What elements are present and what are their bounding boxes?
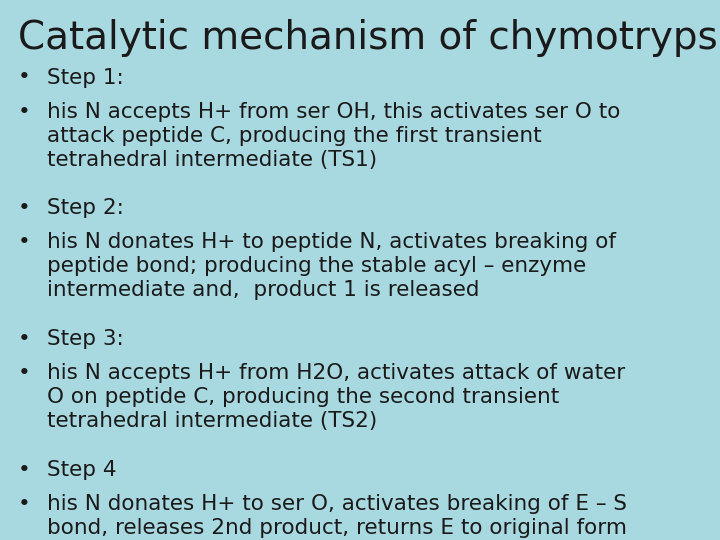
Text: •: • <box>18 494 31 514</box>
Text: •: • <box>18 198 31 218</box>
Text: •: • <box>18 329 31 349</box>
Text: Step 2:: Step 2: <box>47 198 124 218</box>
Text: •: • <box>18 68 31 87</box>
Text: Step 1:: Step 1: <box>47 68 124 87</box>
Text: his N accepts H+ from ser OH, this activates ser O to
attack peptide C, producin: his N accepts H+ from ser OH, this activ… <box>47 102 620 170</box>
Text: Step 4: Step 4 <box>47 460 117 480</box>
Text: •: • <box>18 232 31 252</box>
Text: Step 3:: Step 3: <box>47 329 124 349</box>
Text: •: • <box>18 363 31 383</box>
Text: his N donates H+ to ser O, activates breaking of E – S
bond, releases 2nd produc: his N donates H+ to ser O, activates bre… <box>47 494 627 537</box>
Text: Catalytic mechanism of chymotrypsin: Catalytic mechanism of chymotrypsin <box>18 19 720 57</box>
Text: his N accepts H+ from H2O, activates attack of water
O on peptide C, producing t: his N accepts H+ from H2O, activates att… <box>47 363 625 431</box>
Text: •: • <box>18 460 31 480</box>
Text: •: • <box>18 102 31 122</box>
Text: his N donates H+ to peptide N, activates breaking of
peptide bond; producing the: his N donates H+ to peptide N, activates… <box>47 232 616 300</box>
